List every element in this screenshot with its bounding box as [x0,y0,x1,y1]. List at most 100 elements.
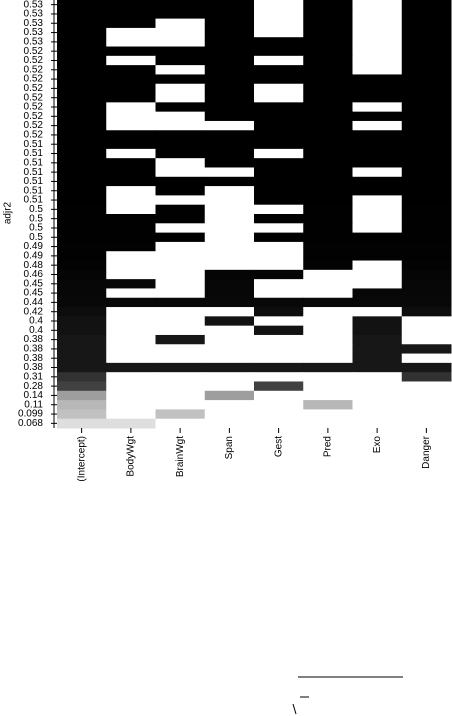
cell [155,37,206,48]
cell [401,186,452,196]
row-label: 0.45 [24,278,44,289]
row-label: 0.52 [24,64,44,75]
cell [106,0,156,10]
cell [106,344,156,355]
cell [204,46,255,57]
cell [155,325,206,336]
cell [155,362,206,373]
cell [352,93,403,103]
cell [254,214,304,224]
cell [204,316,255,327]
cell [352,307,403,317]
cell [155,46,206,57]
cell [401,102,452,113]
cell [106,55,156,66]
row-label: 0.46 [24,269,44,280]
cell [352,120,403,131]
row-label: 0.068 [18,418,43,429]
cell [155,0,206,10]
row-label: 0.52 [24,46,44,57]
cell [155,195,206,206]
cell [57,353,107,364]
row-label: 0.11 [24,399,43,410]
cell [155,130,206,141]
cell [401,381,452,392]
cell [401,46,452,57]
cell [254,418,304,429]
cell [204,0,255,10]
row-label: 0.53 [24,0,44,10]
cell [204,9,255,20]
cell [106,9,156,20]
cell [303,381,353,392]
cell [155,390,206,401]
cell [57,251,107,262]
cell [155,148,206,159]
column-label: BrainWgt [175,436,186,477]
cell [155,279,206,289]
row-label: 0.51 [24,167,44,178]
cell [57,195,107,206]
row-label: 0.5 [29,213,43,224]
cell [57,55,107,66]
cell [155,111,206,122]
cell [155,297,206,308]
cell [401,390,452,401]
cell [352,288,403,299]
cell [155,269,206,280]
cell [303,418,353,429]
cell [303,0,353,10]
cell [401,214,452,224]
cell [204,93,255,103]
cell [155,353,206,364]
cell [254,260,304,271]
cell [401,120,452,131]
cell [57,344,107,355]
cell [57,9,107,20]
row-label: 0.51 [24,195,44,206]
cell [106,176,156,187]
cell [303,176,353,187]
cell [106,325,156,336]
cell [401,167,452,178]
cell [106,158,156,168]
cell [57,74,107,85]
row-label: 0.53 [24,27,44,38]
cell [401,307,452,317]
cell [106,279,156,289]
cell [254,400,304,410]
cell [57,232,107,243]
cell [254,223,304,234]
cell [254,83,304,94]
cell [254,372,304,382]
cell [303,232,353,243]
row-label: 0.28 [24,381,44,392]
cell [401,232,452,243]
cell [352,362,403,373]
cell [303,362,353,373]
cell [204,288,255,299]
cell [254,37,304,48]
cell [254,93,304,103]
cell [352,65,403,75]
cell [155,418,206,429]
cell [352,158,403,168]
column-label: Danger [421,435,432,468]
cell [204,251,255,262]
cell [204,120,255,131]
cell [57,0,107,10]
cell [352,102,403,113]
cell [303,46,353,57]
cell [204,65,255,75]
cell [254,325,304,336]
cell [57,241,107,252]
cell [106,186,156,196]
cell [303,400,353,410]
cell [303,83,353,94]
row-label: 0.099 [18,409,43,420]
cell [401,223,452,234]
cell [57,158,107,168]
row-label: 0.49 [24,251,44,262]
cell [254,362,304,373]
cell [303,297,353,308]
